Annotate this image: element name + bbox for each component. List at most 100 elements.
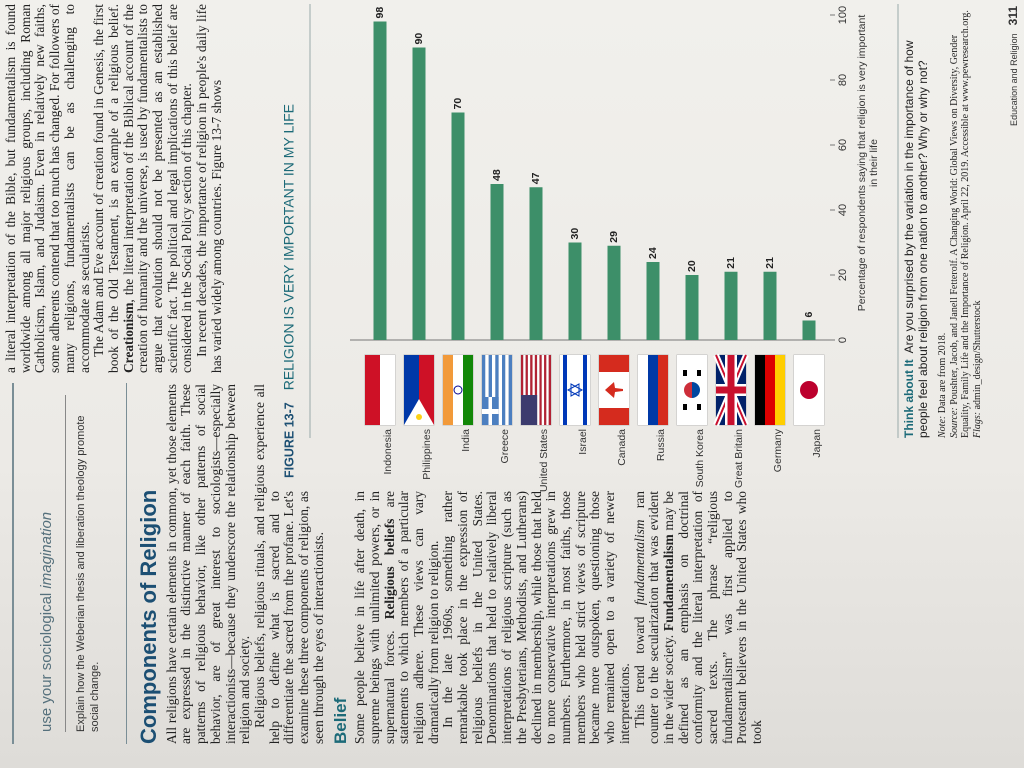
sidebar-title: use your sociological imagination: [38, 383, 55, 732]
data-label: 20: [686, 260, 698, 272]
y-tick-label: Japan: [811, 429, 823, 458]
flag-part: [800, 381, 818, 399]
x-tick-label: 80: [837, 74, 849, 86]
x-tick-label: 0: [837, 337, 849, 343]
flag-part: [498, 355, 503, 425]
flag: [637, 354, 669, 426]
flag-part: [453, 385, 463, 395]
text-run: All religions have certain elements in c…: [163, 384, 253, 744]
flag-part: [546, 355, 549, 425]
bar: [607, 245, 621, 340]
data-label: 90: [413, 33, 425, 45]
x-tick-label: 40: [837, 204, 849, 216]
source-label: Source:: [948, 407, 960, 438]
flag-part: [697, 370, 701, 376]
flag-part: [563, 355, 567, 425]
sidebar-box: use your sociological imagination Explai…: [12, 383, 127, 744]
y-tick-label: United States: [538, 429, 550, 492]
sidebar-title-italic: imagination: [38, 511, 55, 589]
key-term: Creationism: [120, 302, 136, 373]
data-label: 70: [452, 98, 464, 110]
source: Source: Poushter, Jacob, and Janell Fett…: [949, 4, 972, 438]
data-label: 47: [530, 172, 542, 184]
text-run: a literal interpretation of the Bible, b…: [4, 4, 92, 373]
flag-part: [684, 382, 692, 398]
flag-part: [453, 355, 463, 425]
flag-part: [605, 382, 623, 398]
flag-part: [544, 355, 547, 425]
y-tick-label: India: [460, 429, 472, 452]
data-label: 21: [764, 257, 776, 269]
right-column: a literal interpretation of the Bible, b…: [4, 4, 270, 373]
flags-label: Flags:: [971, 411, 983, 438]
flag-part: [537, 355, 540, 425]
section-heading: Components of Religion: [136, 489, 161, 744]
text-run: In recent decades, the importance of rel…: [194, 4, 224, 373]
flag: [754, 354, 786, 426]
paragraph: All religions have certain elements in c…: [163, 383, 253, 744]
rule: [65, 395, 66, 732]
flag-part: [566, 383, 580, 397]
bar: [724, 271, 738, 340]
flag: [520, 354, 552, 426]
y-tick-label: South Korea: [694, 429, 706, 488]
flag-part: [508, 355, 513, 425]
key-term: Fundamentalism: [660, 534, 676, 632]
bar: [763, 271, 777, 340]
flag-part: [599, 408, 629, 425]
x-axis-label: Percentage of respondents saying that re…: [856, 14, 880, 312]
y-tick-label: Germany: [772, 428, 784, 472]
y-tick-label: Indonesia: [382, 429, 394, 475]
flag-part: [692, 382, 700, 398]
flag: [713, 353, 749, 427]
flag: [676, 354, 708, 426]
bar: [451, 112, 465, 340]
flag: [559, 354, 591, 426]
flag-part: [541, 355, 545, 425]
flag: [598, 354, 630, 426]
running-head: Education and Religion 311: [1006, 6, 1020, 126]
bar: [529, 187, 543, 340]
flag-part: [727, 355, 735, 425]
text-run: In the late 1960s, something rather rema…: [440, 491, 632, 744]
flag-part: [404, 399, 434, 425]
data-label: 24: [647, 247, 659, 259]
flag-part: [365, 355, 380, 425]
flag: [403, 354, 435, 426]
x-tick-label: 20: [837, 269, 849, 281]
note-text: Data are from 2018.: [937, 332, 948, 414]
figure: FIGURE 13-7 RELIGION IS VERY IMPORTANT IN…: [270, 4, 900, 492]
flag-part: [521, 395, 538, 425]
y-tick-label: Greece: [499, 429, 511, 464]
bar: [802, 320, 816, 340]
note: Note: Data are from 2018.: [937, 4, 949, 438]
think-about-it: Think about ItAre you surprised by the v…: [902, 4, 930, 439]
paragraph: In recent decades, the importance of rel…: [194, 4, 224, 373]
flag-part: [599, 355, 629, 372]
source-text: Poushter, Jacob, and Janell Fetterolf. A…: [948, 10, 972, 438]
flag-part: [683, 404, 687, 410]
think-label: Think about It: [902, 359, 916, 438]
y-tick-label: Great Britain: [733, 429, 745, 488]
flag: [481, 354, 513, 426]
x-tick-label: 100: [837, 6, 849, 24]
bar: [646, 262, 660, 340]
flag-part: [683, 370, 687, 376]
bar: [685, 275, 699, 340]
flag-part: [416, 414, 422, 420]
flag-part: [648, 355, 658, 425]
bar: [373, 21, 387, 340]
flag-part: [697, 404, 701, 410]
flag-part: [505, 355, 509, 425]
flag: [793, 354, 825, 426]
flag-part: [755, 355, 765, 425]
emphasis: fundamentalism: [631, 519, 647, 606]
figure-notes: Think about ItAre you surprised by the v…: [902, 4, 983, 438]
data-label: 21: [725, 257, 737, 269]
data-label: 98: [374, 7, 386, 19]
flags-text: admin_design/Shutterstock: [971, 300, 983, 410]
chart-title: RELIGION IS VERY IMPORTANT IN MY LIFE: [281, 104, 297, 390]
section-name: Education and Religion: [1009, 33, 1019, 126]
key-term: Religious beliefs: [381, 518, 397, 620]
